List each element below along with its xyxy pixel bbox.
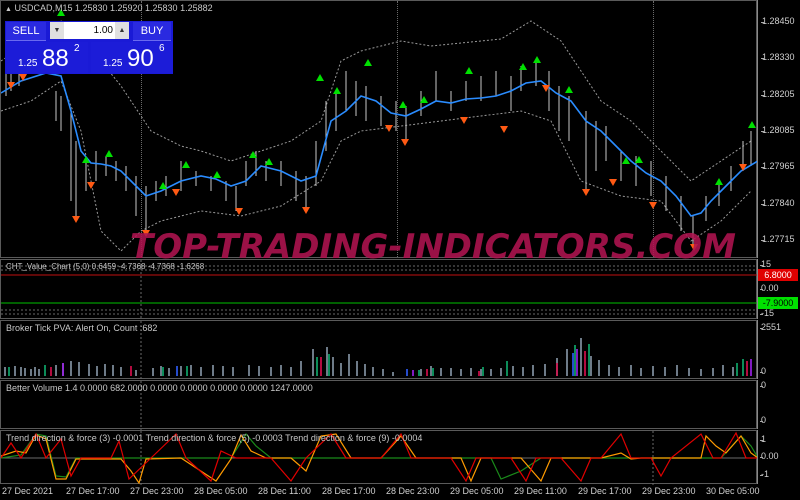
triangle-up-icon[interactable]: ▲ bbox=[5, 6, 12, 13]
sell-signal-arrows bbox=[7, 74, 747, 251]
buy-signal-arrows bbox=[57, 9, 756, 189]
lot-size-stepper[interactable]: ▼ 1.00 ▲ bbox=[50, 22, 129, 39]
cht-panel-title: CHT_Value_Chart (5,0) 0.6459 -4.7368 -4.… bbox=[6, 262, 205, 271]
grid-line bbox=[141, 1, 142, 257]
increase-lot-button[interactable]: ▲ bbox=[115, 22, 129, 39]
broker-tick-pva-panel[interactable]: Broker Tick PVA: Alert On, Count :682 bbox=[0, 320, 757, 380]
grid-line bbox=[653, 1, 654, 257]
grid-line bbox=[397, 1, 398, 257]
better-volume-panel[interactable]: Better Volume 1.4 0.0000 682.0000 0.0000… bbox=[0, 380, 757, 430]
main-chart-panel[interactable]: ▲ USDCAD,M15 1.25830 1.25920 1.25830 1.2… bbox=[0, 0, 758, 258]
upper-level-label: 6.8000 bbox=[758, 269, 798, 281]
chart-symbol-info: ▲ USDCAD,M15 1.25830 1.25920 1.25830 1.2… bbox=[5, 3, 213, 13]
better-volume-axis[interactable]: 0 0 bbox=[757, 380, 800, 429]
cht-value-chart-panel[interactable]: CHT_Value_Chart (5,0) 0.6459 -4.7368 -4.… bbox=[0, 259, 758, 320]
trend-axis[interactable]: 1 0.00 -1 bbox=[757, 430, 800, 484]
time-axis[interactable]: 27 Dec 2021 27 Dec 17:00 27 Dec 23:00 28… bbox=[2, 486, 760, 496]
buy-price-button[interactable]: 1.25 90 6 bbox=[91, 42, 173, 73]
lot-size-input[interactable]: 1.00 bbox=[93, 25, 113, 36]
cht-axis[interactable]: 15 6.8000 0.00 -7.9000 -15 bbox=[757, 259, 800, 319]
price-chart-canvas bbox=[1, 9, 758, 252]
price-axis[interactable]: 1.28450 1.28330 1.28205 1.28085 1.27965 … bbox=[757, 0, 800, 258]
better-volume-title: Better Volume 1.4 0.0000 682.0000 0.0000… bbox=[6, 383, 313, 393]
sell-button[interactable]: SELL bbox=[6, 22, 46, 41]
decrease-lot-button[interactable]: ▼ bbox=[50, 22, 64, 39]
sell-price-button[interactable]: 1.25 88 2 bbox=[6, 42, 88, 73]
tick-pva-title: Broker Tick PVA: Alert On, Count :682 bbox=[6, 323, 158, 333]
buy-button[interactable]: BUY bbox=[133, 22, 171, 41]
tick-pva-axis[interactable]: 2551 0 bbox=[757, 320, 800, 379]
lower-level-label: -7.9000 bbox=[758, 297, 798, 309]
trend-direction-force-panel[interactable]: Trend direction & force (3) -0.0001 Tren… bbox=[0, 430, 758, 485]
one-click-trading-panel: SELL ▼ 1.00 ▲ BUY 1.25 88 2 1.25 90 6 bbox=[5, 21, 173, 74]
trend-panel-title: Trend direction & force (3) -0.0001 Tren… bbox=[6, 433, 423, 443]
